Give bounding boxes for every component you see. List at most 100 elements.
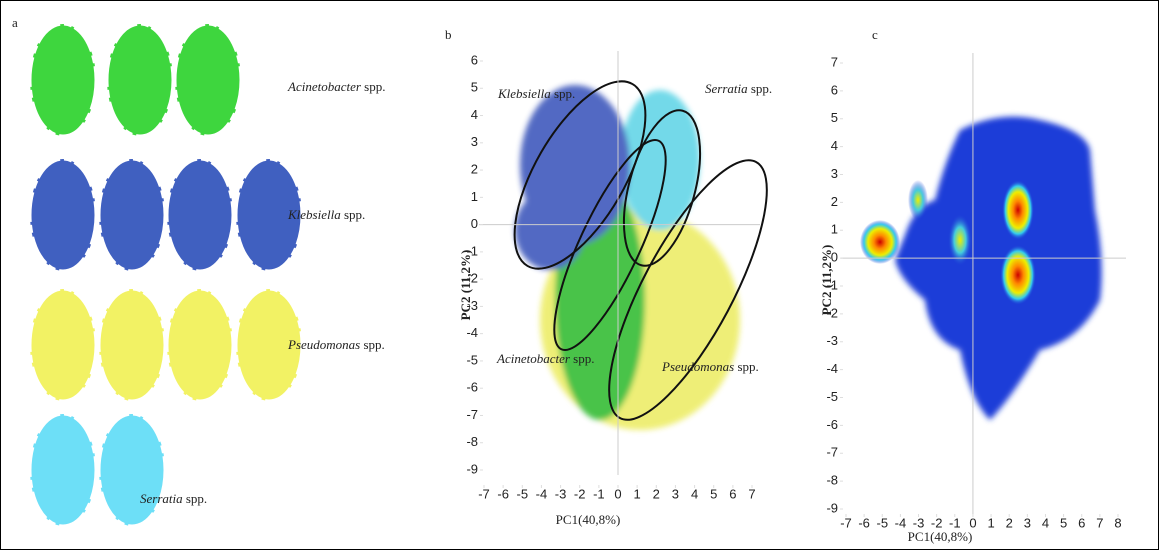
y-tick-label: -6 (826, 417, 838, 432)
x-tick-label: 0 (614, 486, 621, 501)
x-tick-label: 4 (1042, 515, 1049, 530)
x-tick-label: -3 (555, 486, 567, 501)
species-label: Acinetobacter spp. (496, 351, 594, 366)
x-tick-label: -2 (931, 515, 943, 530)
y-tick-label: 3 (831, 166, 838, 181)
species-label: Acinetobacter spp. (287, 79, 385, 94)
suffix: spp. (364, 79, 385, 94)
y-tick-label: 2 (831, 194, 838, 209)
x-tick-label: 3 (1024, 515, 1031, 530)
y-tick-label: -4 (466, 325, 478, 340)
density-map (860, 116, 1102, 421)
species-label: Klebsiella spp. (287, 207, 365, 222)
genus: Pseudomonas (661, 359, 734, 374)
x-tick-label: 2 (653, 486, 660, 501)
y-tick-label: -3 (826, 333, 838, 348)
suffix: spp. (363, 337, 384, 352)
suffix: spp. (554, 86, 575, 101)
genus: Serratia (140, 491, 183, 506)
y-tick-label: -6 (466, 380, 478, 395)
x-tick-label: 7 (748, 486, 755, 501)
y-tick-label: 4 (471, 107, 478, 122)
x-tick-label: 5 (710, 486, 717, 501)
y-tick-label: -2 (826, 305, 838, 320)
x-tick-label: -5 (517, 486, 529, 501)
genus: Klebsiella (287, 207, 341, 222)
x-tick-label: 7 (1096, 515, 1103, 530)
genus: Klebsiella (497, 86, 551, 101)
suffix: spp. (344, 207, 365, 222)
y-tick-label: -7 (826, 445, 838, 460)
species-label: Klebsiella spp. (497, 86, 575, 101)
y-tick-label: 2 (471, 162, 478, 177)
y-tick-label: 6 (831, 82, 838, 97)
point-cloud (515, 85, 740, 430)
x-tick-label: 2 (1006, 515, 1013, 530)
species-label: Serratia spp. (140, 491, 207, 506)
y-tick-label: 0 (471, 216, 478, 231)
x-tick-label: 1 (634, 486, 641, 501)
y-tick-label: 5 (831, 110, 838, 125)
x-tick-label: 4 (691, 486, 698, 501)
x-tick-label: 5 (1060, 515, 1067, 530)
x-tick-label: -1 (949, 515, 961, 530)
x-tick-label: 0 (969, 515, 976, 530)
genus: Acinetobacter (287, 79, 362, 94)
genus: Acinetobacter (496, 351, 571, 366)
y-tick-label: -8 (466, 434, 478, 449)
species-label: Pseudomonas spp. (287, 337, 385, 352)
suffix: spp. (737, 359, 758, 374)
x-tick-label: 1 (987, 515, 994, 530)
x-tick-label: -4 (895, 515, 907, 530)
y-tick-label: -1 (826, 277, 838, 292)
x-axis-label: PC1(40,8%) (908, 529, 973, 544)
x-tick-label: -7 (478, 486, 490, 501)
y-tick-label: 7 (831, 54, 838, 69)
suffix: spp. (573, 351, 594, 366)
x-tick-label: -1 (593, 486, 605, 501)
y-tick-label: -8 (826, 473, 838, 488)
genus: Pseudomonas (287, 337, 360, 352)
x-tick-label: 3 (672, 486, 679, 501)
genus: Serratia (705, 81, 748, 96)
y-tick-label: -4 (826, 361, 838, 376)
y-tick-label: -7 (466, 407, 478, 422)
y-tick-label: 5 (471, 80, 478, 95)
plates (28, 22, 304, 528)
y-tick-label: 1 (471, 189, 478, 204)
y-tick-label: -3 (466, 298, 478, 313)
y-tick-label: 4 (831, 138, 838, 153)
suffix: spp. (751, 81, 772, 96)
y-tick-label: -1 (466, 243, 478, 258)
suffix: spp. (186, 491, 207, 506)
panel-letter: c (872, 27, 878, 42)
x-axis-label: PC1(40,8%) (556, 512, 621, 527)
x-tick-label: 6 (1078, 515, 1085, 530)
x-tick-label: -6 (497, 486, 509, 501)
y-tick-label: -5 (826, 389, 838, 404)
y-tick-label: -2 (466, 271, 478, 286)
y-axis-label: PC2 (11,2%) (458, 250, 473, 321)
ellipses (513, 80, 768, 421)
x-tick-label: -2 (574, 486, 586, 501)
y-tick-label: 3 (471, 134, 478, 149)
species-label: Pseudomonas spp. (661, 359, 759, 374)
x-tick-label: -6 (858, 515, 870, 530)
species-label: Serratia spp. (705, 81, 772, 96)
panel-letter: a (12, 15, 18, 30)
y-tick-label: -9 (826, 500, 838, 515)
y-tick-label: 6 (471, 52, 478, 67)
x-tick-label: 6 (729, 486, 736, 501)
y-tick-label: -5 (466, 352, 478, 367)
x-tick-label: 8 (1114, 515, 1121, 530)
x-tick-label: -5 (876, 515, 888, 530)
panel-letter: b (445, 27, 452, 42)
x-tick-label: -3 (913, 515, 925, 530)
x-tick-label: -4 (536, 486, 548, 501)
y-axis-label: PC2 (11,2%) (819, 245, 834, 316)
y-tick-label: -9 (466, 461, 478, 476)
x-tick-label: -7 (840, 515, 852, 530)
y-tick-label: 1 (831, 222, 838, 237)
y-tick-label: 0 (831, 250, 838, 265)
